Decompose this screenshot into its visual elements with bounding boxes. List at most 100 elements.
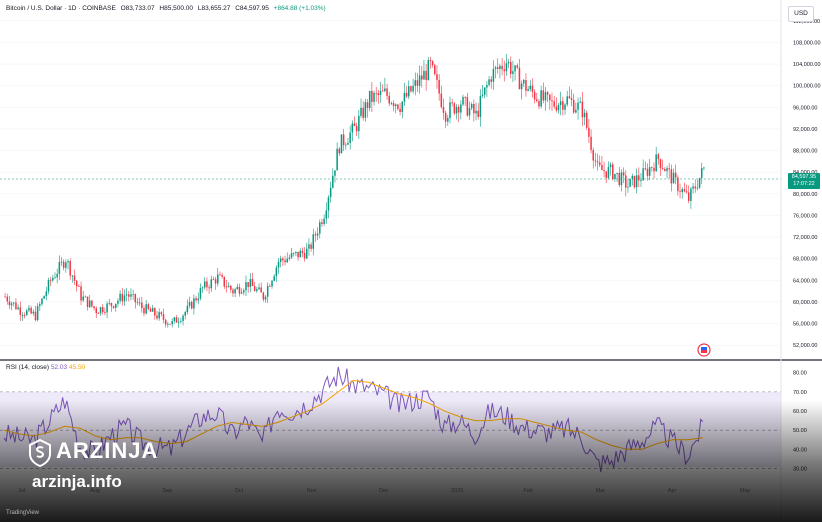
candle-body xyxy=(457,106,460,113)
price-tick-label: 76,000.00 xyxy=(793,213,817,219)
candle-body xyxy=(156,315,158,319)
candle-body xyxy=(601,164,603,171)
candle-body xyxy=(210,279,213,289)
candle-body xyxy=(546,92,549,95)
candle-body xyxy=(206,281,208,288)
candle-body xyxy=(651,167,653,168)
candle-body xyxy=(290,253,293,258)
candle-body xyxy=(447,118,449,122)
candle-body xyxy=(164,319,167,325)
candle-body xyxy=(154,308,156,316)
tradingview-credit[interactable]: TradingView xyxy=(6,510,40,516)
candle-body xyxy=(390,103,393,104)
arzinja-logo-icon xyxy=(29,439,51,467)
candle-body xyxy=(342,134,345,146)
candle-body xyxy=(603,170,605,172)
candle-body xyxy=(108,302,111,304)
candle-body xyxy=(638,175,640,181)
candle-body xyxy=(58,262,61,274)
candle-body xyxy=(473,103,475,114)
candle-body xyxy=(347,142,349,145)
candle-body xyxy=(67,261,69,263)
candle-body xyxy=(499,65,501,69)
candle-body xyxy=(466,97,469,116)
candle-body xyxy=(470,103,473,109)
candle-body xyxy=(6,296,9,302)
candle-body xyxy=(245,282,247,291)
ohlc-high: H85,500.00 xyxy=(159,5,194,12)
candle-body xyxy=(399,108,401,113)
candle-body xyxy=(99,307,102,314)
candle-body xyxy=(696,187,699,189)
candle-body xyxy=(167,323,169,325)
candle-body xyxy=(56,273,58,278)
candle-body xyxy=(325,210,328,219)
candle-body xyxy=(386,88,388,96)
candle-body xyxy=(622,172,625,176)
candle-body xyxy=(425,70,427,81)
candle-body xyxy=(284,260,286,263)
candle-body xyxy=(262,292,265,300)
candle-body xyxy=(288,257,291,259)
candle-body xyxy=(336,148,338,171)
candle-body xyxy=(490,79,492,82)
rsi-legend[interactable]: RSI (14, close) 52.03 45.50 xyxy=(6,364,85,371)
candle-body xyxy=(308,244,310,249)
candle-body xyxy=(540,90,542,107)
candle-body xyxy=(525,80,527,91)
candle-body xyxy=(640,180,642,181)
candle-body xyxy=(362,107,364,118)
candle-body xyxy=(301,250,304,253)
candle-body xyxy=(570,98,573,100)
candle-body xyxy=(575,109,577,113)
candle-body xyxy=(588,127,590,137)
candle-body xyxy=(659,159,662,169)
price-tick-label: 52,000.00 xyxy=(793,343,817,349)
candle-body xyxy=(407,86,410,97)
candle-body xyxy=(442,107,445,113)
last-price-tag: 84,597.95 17:07:22 xyxy=(788,173,820,189)
currency-button[interactable]: USD xyxy=(788,6,814,22)
symbol-name: Bitcoin / U.S. Dollar · 1D · COINBASE xyxy=(6,5,116,12)
candle-body xyxy=(414,80,417,86)
candle-body xyxy=(26,310,28,316)
candle-body xyxy=(510,62,512,74)
candle-body xyxy=(403,92,406,102)
candle-body xyxy=(501,65,503,70)
candle-body xyxy=(670,169,673,184)
candle-body xyxy=(434,65,436,75)
candle-body xyxy=(549,94,551,101)
candle-body xyxy=(230,285,232,290)
candle-body xyxy=(80,286,82,301)
symbol-legend[interactable]: Bitcoin / U.S. Dollar · 1D · COINBASE O8… xyxy=(6,5,329,12)
price-tick-label: 96,000.00 xyxy=(793,105,817,111)
candle-body xyxy=(418,75,421,86)
candle-body xyxy=(384,88,386,92)
candle-body xyxy=(394,104,397,107)
candle-body xyxy=(319,222,321,234)
candle-body xyxy=(609,164,612,168)
candle-body xyxy=(227,285,230,288)
candle-body xyxy=(151,308,154,312)
candle-body xyxy=(10,303,13,306)
candle-body xyxy=(299,250,302,258)
candle-body xyxy=(607,167,610,178)
candle-body xyxy=(483,87,486,95)
candle-body xyxy=(4,296,6,298)
candle-body xyxy=(36,306,39,321)
candle-body xyxy=(527,89,529,91)
candle-body xyxy=(598,162,601,165)
candle-body xyxy=(52,277,54,281)
candle-body xyxy=(351,123,354,133)
candle-body xyxy=(355,126,358,132)
candle-body xyxy=(468,108,471,116)
candle-body xyxy=(175,317,178,323)
flag-icon[interactable] xyxy=(697,343,711,357)
candle-body xyxy=(128,294,130,297)
candle-body xyxy=(488,79,490,85)
candle-body xyxy=(173,317,176,322)
candle-body xyxy=(475,110,477,114)
candle-body xyxy=(392,103,395,107)
candle-body xyxy=(212,279,215,281)
candle-body xyxy=(334,170,336,176)
